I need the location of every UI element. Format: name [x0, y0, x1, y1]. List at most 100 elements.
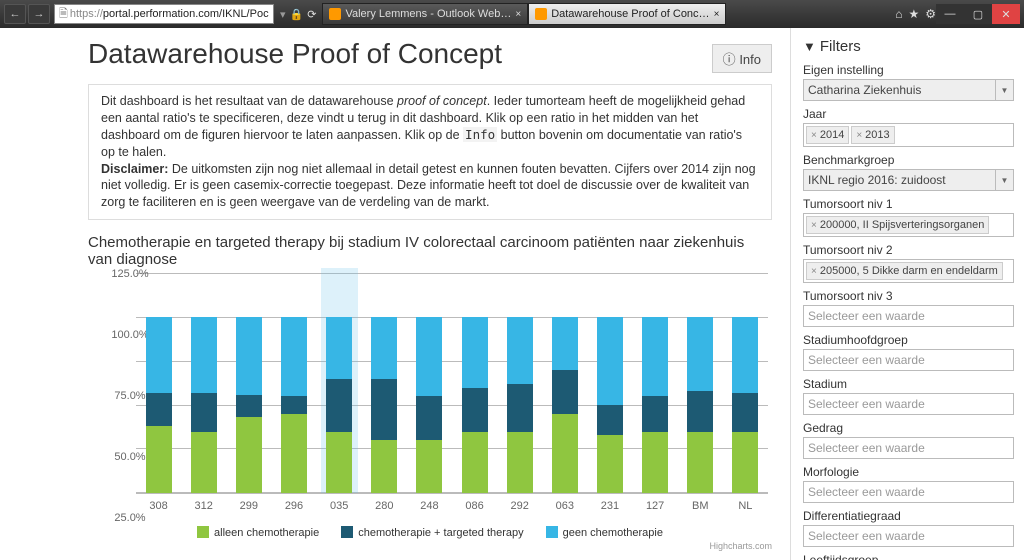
filter-label: Benchmarkgroep	[803, 153, 1014, 167]
window-maximize-button[interactable]: ▢	[964, 4, 992, 24]
filters-sidebar: ▼ Filters Eigen instelling Catharina Zie…	[790, 28, 1024, 560]
legend-item[interactable]: chemotherapie + targeted therapy	[341, 526, 523, 539]
legend-item[interactable]: alleen chemotherapie	[197, 526, 319, 539]
bar-column[interactable]	[362, 274, 407, 493]
bar-column[interactable]	[723, 274, 768, 493]
bar-segment	[732, 432, 758, 494]
filter-input[interactable]: Selecteer een waarde	[803, 481, 1014, 503]
filter-label: Differentiatiegraad	[803, 509, 1014, 523]
x-axis-label: NL	[723, 494, 768, 512]
remove-tag-icon[interactable]: ×	[811, 266, 817, 277]
bar-segment	[416, 317, 442, 396]
bar-segment	[191, 393, 217, 432]
filter-label: Gedrag	[803, 421, 1014, 435]
x-axis-label: 299	[226, 494, 271, 512]
filter-tag[interactable]: ×2014	[806, 126, 849, 144]
bar-segment	[462, 317, 488, 387]
x-axis-label: 292	[497, 494, 542, 512]
bar-segment	[507, 317, 533, 384]
bar-segment	[642, 317, 668, 396]
bar-column[interactable]	[678, 274, 723, 493]
browser-tab[interactable]: Datawarehouse Proof of Conc…×	[528, 3, 726, 25]
filter-label: Morfologie	[803, 465, 1014, 479]
address-bar[interactable]: 🗎 https://portal.performation.com/IKNL/P…	[54, 4, 274, 24]
bar-segment	[191, 317, 217, 393]
filters-heading: ▼ Filters	[803, 38, 1014, 55]
tools-icon[interactable]: ⚙	[925, 7, 936, 21]
bar-segment	[462, 388, 488, 432]
nav-forward-button[interactable]: →	[28, 4, 50, 24]
page-title: Datawarehouse Proof of Concept	[88, 38, 772, 70]
remove-tag-icon[interactable]: ×	[856, 130, 862, 141]
filter-tag[interactable]: ×205000, 5 Dikke darm en endeldarm	[806, 262, 1003, 280]
bar-segment	[416, 396, 442, 440]
home-icon[interactable]: ⌂	[895, 7, 902, 21]
bar-column[interactable]	[181, 274, 226, 493]
filter-label: Jaar	[803, 107, 1014, 121]
filter-input[interactable]: Selecteer een waarde	[803, 393, 1014, 415]
chart-title: Chemotherapie en targeted therapy bij st…	[88, 234, 772, 268]
dropdown-icon[interactable]: ▾	[280, 8, 286, 21]
filter-input[interactable]: Selecteer een waarde	[803, 525, 1014, 547]
remove-tag-icon[interactable]: ×	[811, 130, 817, 141]
y-axis-label: 75.0%	[114, 390, 145, 402]
bar-column[interactable]	[407, 274, 452, 493]
bar-segment	[326, 317, 352, 379]
tumor2-filter[interactable]: ×205000, 5 Dikke darm en endeldarm	[803, 259, 1014, 283]
bar-segment	[146, 393, 172, 426]
tab-close-icon[interactable]: ×	[714, 9, 720, 20]
bar-segment	[597, 405, 623, 435]
x-axis-label: 035	[317, 494, 362, 512]
bar-column[interactable]	[452, 274, 497, 493]
bar-chart: 308312299296035280248086292063231127BMNL…	[88, 274, 772, 560]
bar-segment	[146, 426, 172, 493]
window-minimize-button[interactable]: —	[936, 4, 964, 24]
chevron-down-icon: ▼	[995, 170, 1013, 190]
browser-tab[interactable]: Valery Lemmens - Outlook Web…×	[322, 3, 528, 25]
refresh-icon[interactable]: ⟳	[307, 8, 316, 21]
browser-chrome: ← → 🗎 https://portal.performation.com/IK…	[0, 0, 1024, 28]
bar-segment	[371, 379, 397, 441]
y-axis-label: 100.0%	[111, 329, 148, 341]
bar-column[interactable]	[497, 274, 542, 493]
bar-segment	[326, 432, 352, 494]
bar-segment	[146, 317, 172, 393]
year-filter[interactable]: ×2014×2013	[803, 123, 1014, 147]
bar-column[interactable]	[542, 274, 587, 493]
remove-tag-icon[interactable]: ×	[811, 220, 817, 231]
bar-segment	[687, 432, 713, 494]
filter-input[interactable]: Selecteer een waarde	[803, 305, 1014, 327]
tumor1-filter[interactable]: ×200000, II Spijsverteringsorganen	[803, 213, 1014, 237]
bar-column[interactable]	[633, 274, 678, 493]
bar-segment	[371, 440, 397, 493]
filter-tag[interactable]: ×200000, II Spijsverteringsorganen	[806, 216, 989, 234]
benchmark-select[interactable]: IKNL regio 2016: zuidoost▼	[803, 169, 1014, 191]
nav-back-button[interactable]: ←	[4, 4, 26, 24]
bar-column[interactable]	[587, 274, 632, 493]
filter-tag[interactable]: ×2013	[851, 126, 894, 144]
x-axis-label: 063	[542, 494, 587, 512]
own-institution-select[interactable]: Catharina Ziekenhuis▼	[803, 79, 1014, 101]
bar-segment	[642, 396, 668, 431]
filter-label: Stadium	[803, 377, 1014, 391]
filter-label: Tumorsoort niv 1	[803, 197, 1014, 211]
info-button[interactable]: ⓘ Info	[712, 44, 772, 73]
legend-item[interactable]: geen chemotherapie	[546, 526, 663, 539]
filter-label: Stadiumhoofdgroep	[803, 333, 1014, 347]
filter-label: Tumorsoort niv 3	[803, 289, 1014, 303]
bar-segment	[642, 432, 668, 494]
window-close-button[interactable]: ✕	[992, 4, 1020, 24]
chevron-down-icon: ▼	[995, 80, 1013, 100]
filter-input[interactable]: Selecteer een waarde	[803, 437, 1014, 459]
filter-input[interactable]: Selecteer een waarde	[803, 349, 1014, 371]
tab-close-icon[interactable]: ×	[515, 9, 521, 20]
bar-segment	[281, 396, 307, 414]
intro-box: Dit dashboard is het resultaat van de da…	[88, 84, 772, 220]
x-axis-label: 248	[407, 494, 452, 512]
bar-segment	[236, 317, 262, 394]
bar-column[interactable]	[271, 274, 316, 493]
favorites-icon[interactable]: ★	[908, 7, 919, 21]
bar-column[interactable]	[317, 274, 362, 493]
bar-column[interactable]	[226, 274, 271, 493]
y-axis-label: 25.0%	[114, 512, 145, 524]
